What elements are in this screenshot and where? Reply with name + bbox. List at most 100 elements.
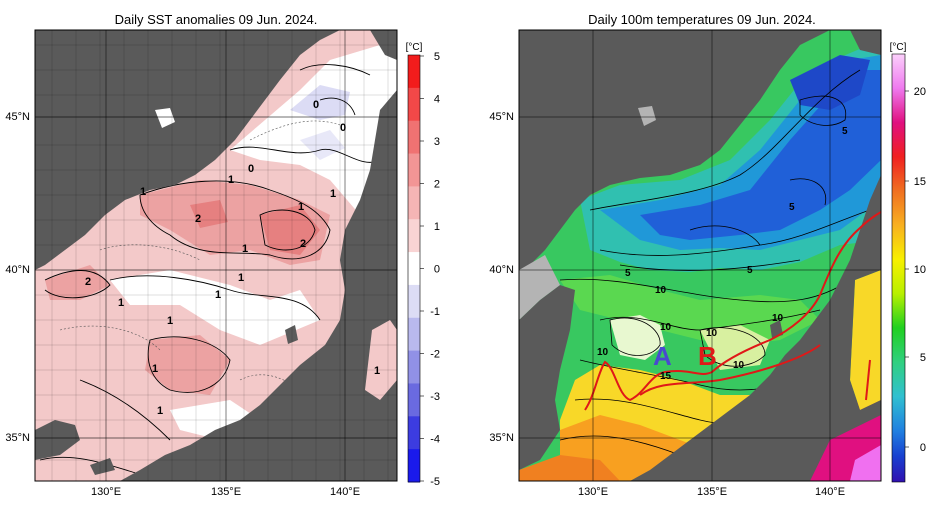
- contour-label: 0: [340, 122, 346, 134]
- contour-label: 1: [152, 363, 158, 375]
- right-pacific-hot: [850, 445, 881, 481]
- right-warm-region: [519, 455, 620, 481]
- contour-label: 1: [330, 188, 336, 200]
- right-island: [638, 106, 656, 126]
- colorbar-swatch: [408, 186, 420, 220]
- contour-label: 1: [215, 289, 221, 301]
- lon-label: 130°E: [91, 486, 121, 498]
- colorbar-tick-label: -3: [430, 391, 440, 403]
- left-contour-labels: 0 0 0 1 1 1 1 1 1 1 1 1 1 1 1 2 2 2: [85, 99, 380, 417]
- right-land-continent: [519, 30, 830, 270]
- contour-label: 1: [228, 174, 234, 186]
- contour-label: 0: [313, 99, 319, 111]
- colorbar-swatch: [408, 416, 420, 450]
- contour-label: 1: [238, 272, 244, 284]
- colorbar-tick-label: 5: [920, 352, 926, 364]
- contour-label: 5: [625, 268, 631, 279]
- right-colorbar-ticks: 20 15 10 5 0: [905, 86, 926, 454]
- colorbar-swatch: [408, 153, 420, 187]
- lat-label: 45°N: [489, 111, 514, 123]
- colorbar-swatch: [408, 449, 420, 483]
- lon-label: 135°E: [211, 486, 241, 498]
- left-colorbar-unit: [°C]: [406, 42, 423, 53]
- colorbar-swatch: [408, 219, 420, 253]
- contour-label: 1: [167, 315, 173, 327]
- left-colorbar-ticks: 5 4 3 2 1 0 -1 -2 -3 -4 -5: [420, 51, 440, 488]
- right-island: [770, 320, 783, 338]
- contour-label: 10: [706, 328, 718, 339]
- left-map-frame: [34, 29, 398, 482]
- right-panel-title: Daily 100m temperatures 09 Jun. 2024.: [588, 12, 816, 27]
- colorbar-swatch: [408, 87, 420, 122]
- contour-label: 10: [660, 322, 672, 333]
- contour-label: 10: [597, 347, 609, 358]
- left-contours: [39, 64, 381, 481]
- right-map: [519, 30, 881, 481]
- contour-label: 10: [733, 360, 745, 371]
- lon-label: 135°E: [697, 486, 727, 498]
- contour-label: 10: [655, 285, 667, 296]
- contour-label: 1: [140, 186, 146, 198]
- right-no-data: [519, 255, 560, 320]
- right-colorbar: [891, 53, 906, 483]
- colorbar-swatch: [408, 120, 420, 155]
- left-negative-region: [300, 130, 345, 160]
- colorbar-swatch: [408, 350, 420, 384]
- left-warm-core: [260, 205, 320, 255]
- colorbar-tick-label: 15: [914, 176, 926, 188]
- lon-label: 130°E: [578, 486, 608, 498]
- contour-label: 5: [842, 126, 848, 137]
- left-map: [35, 30, 397, 481]
- colorbar-swatch: [408, 317, 420, 352]
- right-contour-labels: 5 5 5 5 10 10 10 10 10 10 15: [597, 126, 848, 382]
- marker-b: B: [698, 341, 717, 371]
- left-warm-region: [145, 335, 230, 395]
- left-panel-title: Daily SST anomalies 09 Jun. 2024.: [115, 12, 318, 27]
- right-map-frame: [518, 29, 882, 482]
- colorbar-tick-label: 2: [434, 179, 440, 191]
- left-land-sakhalin: [370, 30, 397, 60]
- contour-label: 15: [660, 371, 672, 382]
- lat-label: 35°N: [489, 432, 514, 444]
- colorbar-tick-label: 20: [914, 86, 926, 98]
- right-colorbar-unit: [°C]: [890, 42, 907, 53]
- contour-label: 1: [157, 405, 163, 417]
- contour-label: 1: [242, 243, 248, 255]
- right-land-korea: [519, 285, 575, 470]
- lat-label: 40°N: [5, 264, 30, 276]
- right-mid-region: [560, 275, 820, 345]
- colorbar-swatch: [408, 284, 420, 319]
- right-axis-labels: 45°N 40°N 35°N 130°E 135°E 140°E: [489, 111, 845, 498]
- lat-label: 35°N: [5, 432, 30, 444]
- contour-label: 2: [85, 276, 91, 288]
- right-fronts: [584, 211, 881, 411]
- right-gridlines: [519, 30, 881, 481]
- left-zero-region: [110, 270, 320, 345]
- colorbar-tick-label: 4: [434, 94, 440, 106]
- contour-label: 2: [195, 213, 201, 225]
- left-warm-region: [45, 265, 110, 300]
- left-coastal-sea: [365, 320, 397, 400]
- lat-label: 45°N: [5, 111, 30, 123]
- left-land-korea: [35, 420, 80, 460]
- contour-label: 1: [118, 297, 124, 309]
- lat-label: 40°N: [489, 264, 514, 276]
- colorbar-tick-label: 5: [434, 51, 440, 63]
- colorbar-swatch: [408, 252, 420, 286]
- contour-label: 5: [747, 265, 753, 276]
- colorbar-tick-label: 10: [914, 264, 926, 276]
- colorbar-tick-label: -2: [430, 349, 440, 361]
- colorbar-tick-label: 0: [920, 442, 926, 454]
- contour-label: 2: [300, 238, 306, 250]
- colorbar-tick-label: -1: [430, 306, 440, 318]
- contour-label: 0: [248, 163, 254, 175]
- colorbar-tick-label: 1: [434, 221, 440, 233]
- colorbar-swatch: [408, 55, 420, 89]
- left-axis-labels: 45°N 40°N 35°N 130°E 135°E 140°E: [5, 111, 360, 498]
- left-warm-core: [190, 200, 228, 228]
- right-warm-eddy: [610, 315, 665, 360]
- colorbar-tick-label: 3: [434, 136, 440, 148]
- contour-label: 5: [789, 202, 795, 213]
- colorbar-tick-label: -5: [430, 476, 440, 488]
